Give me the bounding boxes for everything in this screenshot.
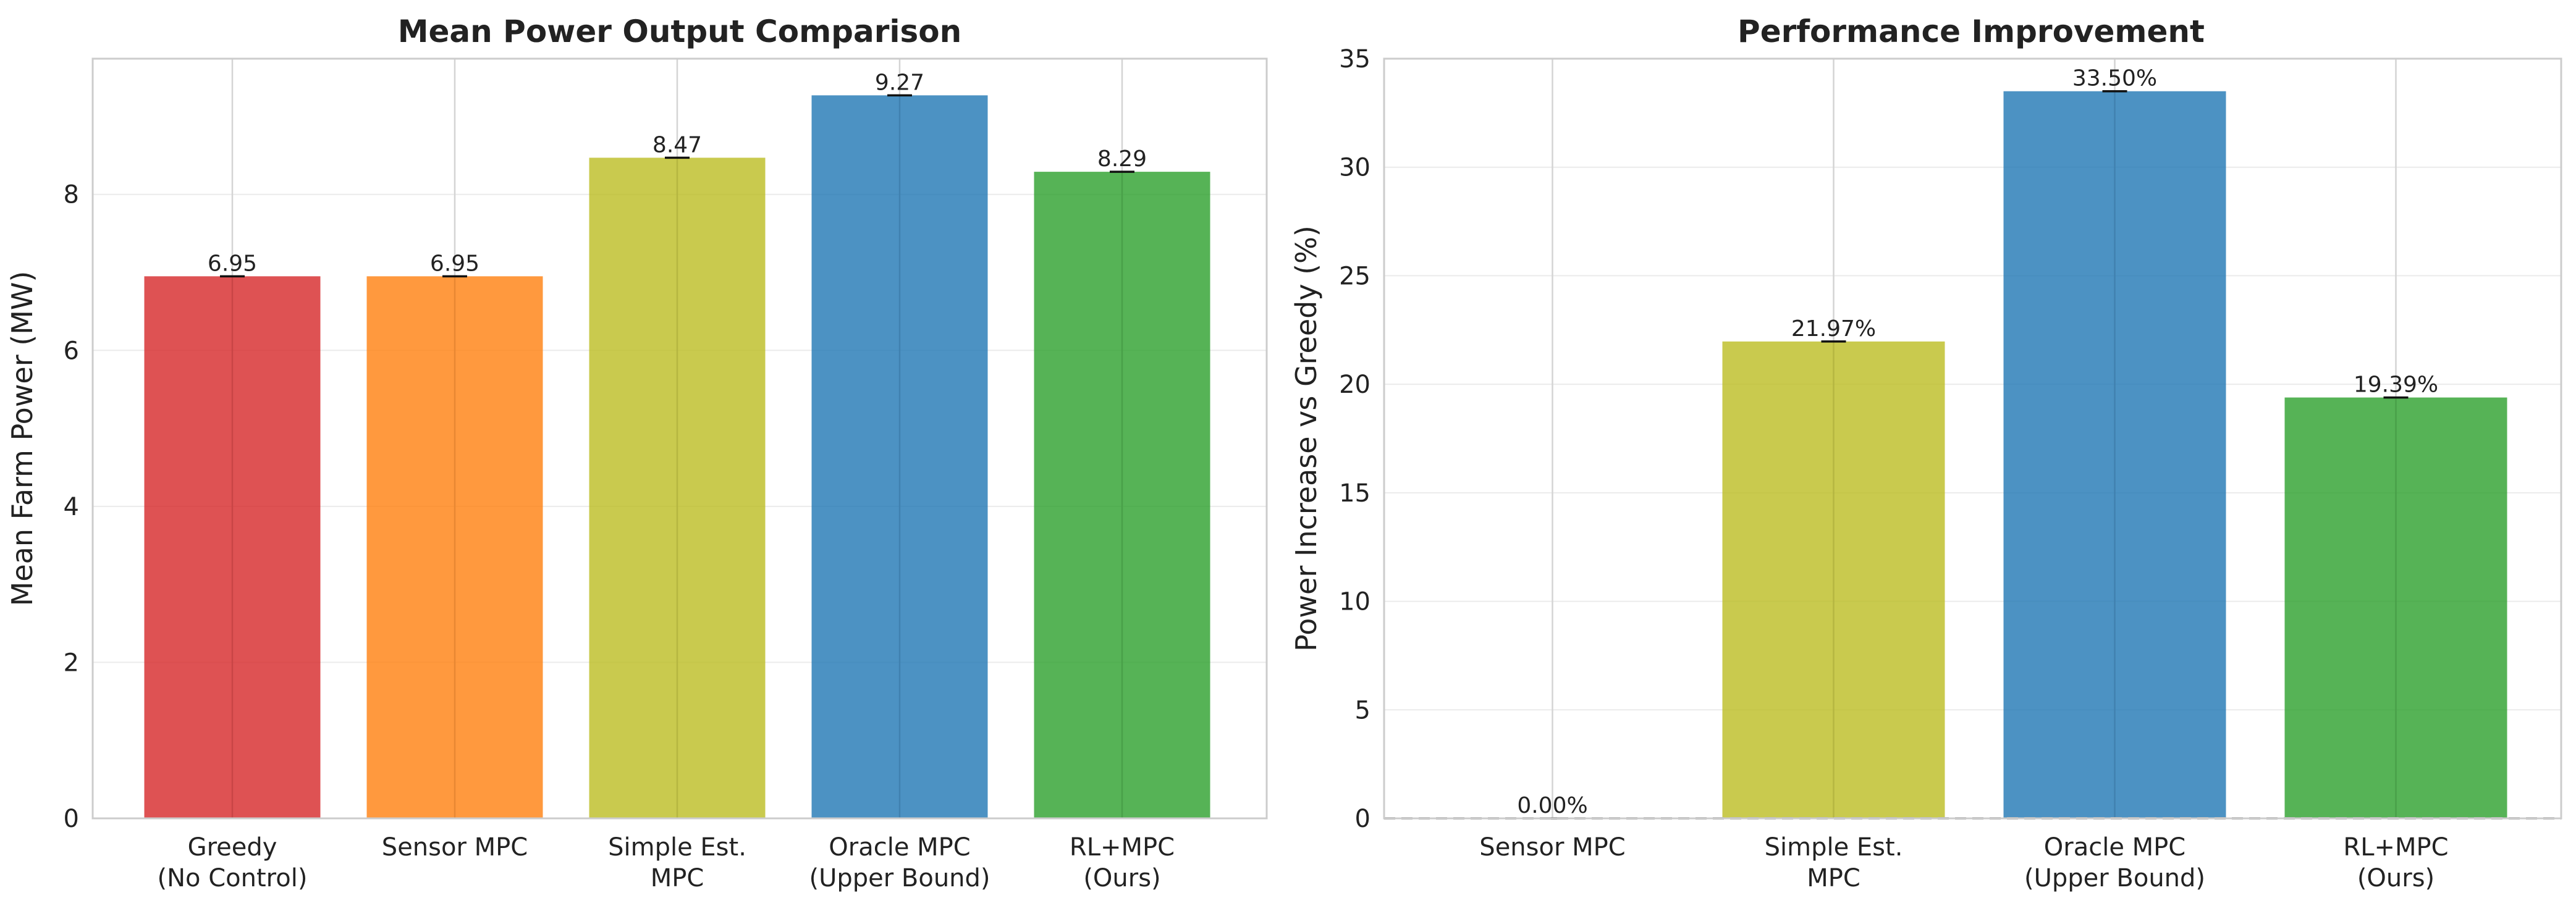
x-tick-label-sensor-mpc: Sensor MPC	[382, 833, 528, 862]
x-tick-label-line: (Ours)	[2357, 864, 2435, 892]
bar-rl-mpc	[2284, 397, 2507, 818]
bar-simple-est	[1722, 341, 1945, 818]
axes-frame	[1383, 57, 2562, 820]
bar-greedy	[144, 276, 321, 819]
bar-oracle-mpc	[2003, 91, 2226, 819]
x-tick-label-sensor-mpc: Sensor MPC	[1479, 833, 1625, 862]
value-label: 19.39%	[2354, 372, 2438, 398]
x-tick-label-line: Greedy	[188, 833, 277, 862]
y-tick-label: 15	[1339, 479, 1370, 508]
bar-simple-est	[589, 157, 766, 818]
x-tick-label-oracle-mpc: Oracle MPC (Upper Bound)	[2024, 833, 2205, 892]
x-tick-label-line: Sensor MPC	[1479, 833, 1625, 862]
x-tick-label-line: (Upper Bound)	[809, 864, 990, 892]
y-tick-label: 4	[64, 493, 79, 521]
value-label: 6.95	[208, 251, 257, 276]
y-axis-label: Power Increase vs Greedy (%)	[1290, 225, 1323, 652]
y-tick-label: 2	[64, 649, 79, 677]
y-tick-label: 30	[1339, 154, 1370, 182]
value-label: 0.00%	[1517, 793, 1587, 818]
y-tick-label: 10	[1339, 588, 1370, 616]
x-tick-label-line: (No Control)	[158, 864, 308, 892]
y-tick-label: 25	[1339, 262, 1370, 290]
axes-frame	[91, 57, 1268, 820]
x-tick-label-line: Simple Est.	[608, 833, 746, 862]
power-output-panel: 0 2 4 6 8 6.95 6.95 8.47 9.27 8.29 Greedy (No Contr…	[6, 14, 1268, 892]
x-tick-label-line: MPC	[1807, 864, 1860, 892]
chart-title: Performance Improvement	[1738, 14, 2205, 49]
bar-oracle-mpc	[811, 95, 988, 819]
y-tick-label: 20	[1339, 371, 1370, 399]
y-tick-label: 6	[64, 337, 79, 365]
x-tick-label-rl-mpc: RL+MPC (Ours)	[2343, 833, 2448, 892]
value-label: 33.50%	[2072, 66, 2157, 91]
x-tick-label-line: (Upper Bound)	[2024, 864, 2205, 892]
x-tick-label-line: Oracle MPC	[829, 833, 970, 862]
value-label: 8.29	[1097, 146, 1147, 172]
bar-sensor-mpc	[366, 276, 543, 819]
x-tick-label-line: (Ours)	[1083, 864, 1160, 892]
x-tick-label-simple-est: Simple Est. MPC	[1765, 833, 1903, 892]
x-tick-label-line: RL+MPC	[1070, 833, 1175, 862]
x-tick-label-line: MPC	[651, 864, 704, 892]
value-label: 6.95	[430, 251, 479, 276]
y-axis-label: Mean Farm Power (MW)	[6, 271, 39, 607]
y-tick-label: 8	[64, 181, 79, 209]
y-tick-label: 0	[1355, 805, 1370, 833]
x-tick-label-oracle-mpc: Oracle MPC (Upper Bound)	[809, 833, 990, 892]
x-tick-label-line: RL+MPC	[2343, 833, 2448, 862]
x-tick-label-rl-mpc: RL+MPC (Ours)	[1070, 833, 1175, 892]
x-tick-label-line: Simple Est.	[1765, 833, 1903, 862]
y-tick-label: 0	[64, 805, 79, 833]
x-tick-label-line: Oracle MPC	[2044, 833, 2185, 862]
improvement-panel: 0 5 10 15 20 25 30 35 0.00% 21.97% 33.50% 19.39% Sen…	[1290, 14, 2562, 892]
value-label: 9.27	[875, 70, 924, 95]
x-tick-label-simple-est: Simple Est. MPC	[608, 833, 746, 892]
bar-rl-mpc	[1034, 172, 1210, 819]
value-label: 21.97%	[1791, 316, 1876, 342]
chart-title: Mean Power Output Comparison	[398, 14, 961, 49]
x-tick-label-line: Sensor MPC	[382, 833, 528, 862]
x-tick-label-greedy: Greedy (No Control)	[158, 833, 308, 892]
y-tick-label: 5	[1355, 696, 1370, 724]
y-tick-label: 35	[1339, 45, 1370, 73]
value-label: 8.47	[652, 132, 702, 157]
